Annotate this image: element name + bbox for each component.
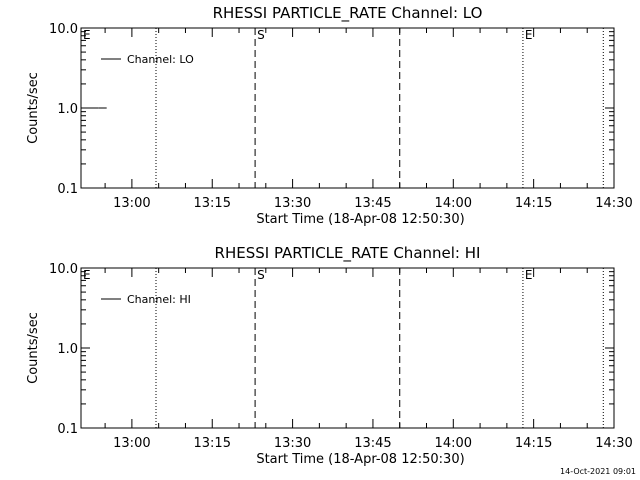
x-tick-label: 13:00: [113, 436, 150, 451]
y-tick-label: 0.1: [57, 182, 78, 197]
event-marker-label: E: [83, 28, 91, 42]
x-tick-label: 14:15: [515, 196, 552, 211]
x-tick-label: 14:30: [595, 196, 632, 211]
x-tick-label: 13:15: [194, 436, 231, 451]
y-tick-label: 1.0: [57, 342, 78, 357]
y-tick-label: 1.0: [57, 102, 78, 117]
chart-panel-2: RHESSI PARTICLE_RATE Channel: HI E S E 0.1 1.…: [26, 244, 633, 467]
chart-panel-1: RHESSI PARTICLE_RATE Channel: LO E S E 0.1 1.…: [26, 4, 633, 227]
x-tick-label: 13:00: [113, 196, 150, 211]
y-tick-label: 10.0: [49, 262, 78, 277]
chart-title: RHESSI PARTICLE_RATE Channel: HI: [215, 244, 481, 263]
x-tick-label: 13:30: [274, 196, 311, 211]
event-marker-label: E: [525, 268, 533, 282]
legend-label: Channel: HI: [127, 293, 191, 306]
y-axis-label: Counts/sec: [26, 312, 41, 384]
x-tick-label: 14:30: [595, 436, 632, 451]
x-axis-label: Start Time (18-Apr-08 12:50:30): [256, 212, 464, 227]
x-tick-label: 13:30: [274, 436, 311, 451]
y-tick-label: 10.0: [49, 22, 78, 37]
event-marker-label: E: [525, 28, 533, 42]
event-marker-label: S: [257, 28, 265, 42]
x-axis-label: Start Time (18-Apr-08 12:50:30): [256, 452, 464, 467]
event-marker-label: S: [257, 268, 265, 282]
chart-title: RHESSI PARTICLE_RATE Channel: LO: [213, 4, 483, 23]
x-tick-label: 14:15: [515, 436, 552, 451]
x-tick-label: 13:45: [354, 196, 391, 211]
plot-frame: [80, 27, 615, 189]
y-tick-label: 0.1: [57, 422, 78, 437]
footer-timestamp: 14-Oct-2021 09:01: [560, 467, 636, 476]
plot-frame: [80, 267, 615, 429]
x-tick-label: 13:45: [354, 436, 391, 451]
event-marker-label: E: [83, 268, 91, 282]
legend-label: Channel: LO: [127, 53, 194, 66]
x-tick-label: 14:00: [435, 196, 472, 211]
x-tick-label: 13:15: [194, 196, 231, 211]
x-tick-label: 14:00: [435, 436, 472, 451]
y-axis-label: Counts/sec: [26, 72, 41, 144]
